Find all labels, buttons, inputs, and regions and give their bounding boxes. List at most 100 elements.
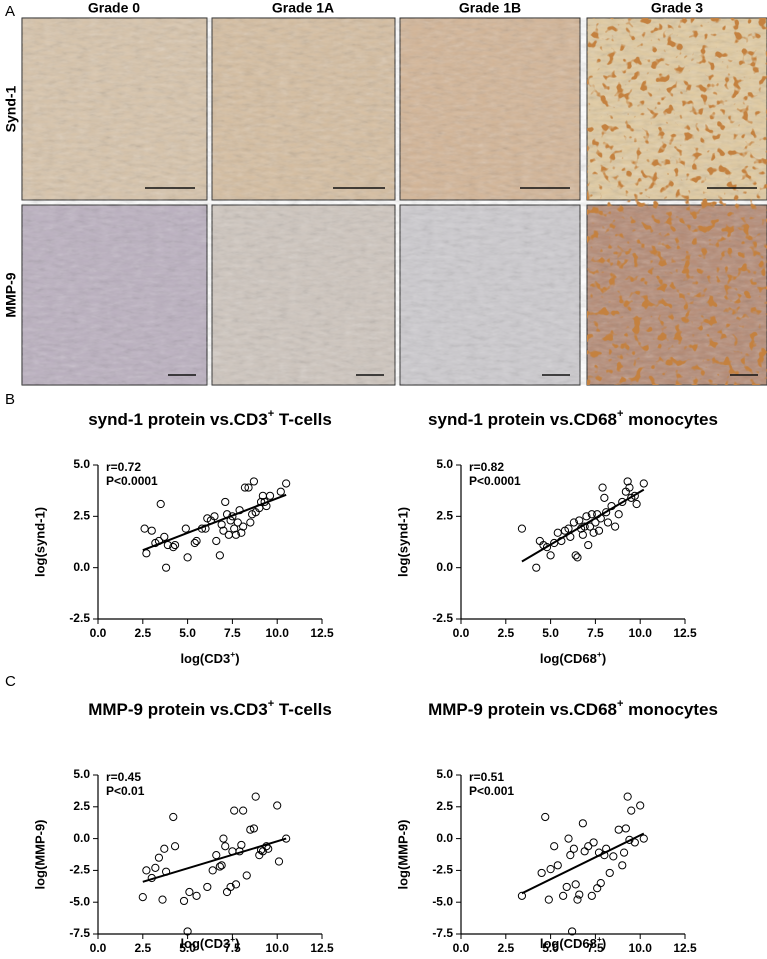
data-point: [619, 848, 629, 857]
y-tick-label: 2.5: [73, 799, 90, 813]
x-axis-label: log(CD68+): [540, 649, 606, 666]
y-tick-label: 2.5: [436, 799, 453, 813]
y-axis-label: log(synd-1): [395, 507, 410, 577]
micrographs: [21, 17, 767, 386]
y-tick-label: -7.5: [69, 926, 90, 940]
data-point: [265, 491, 275, 500]
chart-title-rest: monocytes: [623, 410, 717, 429]
data-point: [568, 927, 577, 936]
data-point: [276, 487, 285, 496]
data-point: [578, 530, 587, 539]
stat-annotation: r=0.72: [106, 460, 141, 474]
data-point: [564, 834, 573, 843]
data-point: [221, 842, 230, 851]
panel-label: B: [5, 391, 15, 408]
y-tick-label: 2.5: [436, 509, 453, 523]
stat-annotation: P<0.001: [469, 784, 514, 798]
data-point: [222, 887, 232, 897]
data-point: [602, 508, 611, 517]
y-tick-label: -2.5: [432, 863, 453, 877]
data-point: [221, 497, 230, 507]
y-axis-label: log(synd-1): [32, 507, 47, 577]
data-point: [546, 551, 555, 560]
column-label: Grade 1B: [459, 0, 521, 16]
x-tick-label: 5.0: [542, 941, 559, 955]
y-tick-label: 0.0: [436, 560, 453, 574]
data-point: [594, 526, 604, 535]
data-point: [573, 553, 582, 562]
data-point: [589, 528, 598, 537]
data-point: [589, 838, 598, 847]
x-axis-label-rest: ): [235, 651, 239, 666]
data-point: [550, 842, 559, 851]
data-point: [217, 861, 226, 870]
scatter-chart: log(MMP-9) -7.5 -5.0 -2.5 0.0 2.5 5.0 0.0 2.5 5.0…: [395, 767, 697, 955]
x-tick-label: 12.5: [310, 626, 334, 640]
data-point: [244, 483, 253, 492]
data-point: [170, 540, 180, 550]
data-point: [603, 518, 613, 527]
data-point: [203, 514, 212, 523]
y-tick-label: -7.5: [432, 926, 453, 940]
fit-line: [521, 488, 645, 563]
stat-annotation: r=0.82: [469, 460, 504, 474]
column-label: Grade 1A: [272, 0, 334, 16]
data-point: [160, 532, 169, 541]
data-point: [154, 853, 164, 862]
chart-title-main: MMP-9 protein vs.CD68: [428, 700, 617, 719]
data-point: [230, 806, 239, 815]
fit-line: [142, 837, 287, 883]
x-tick-label: 2.5: [497, 941, 514, 955]
data-point: [553, 861, 562, 870]
data-point: [573, 895, 582, 904]
data-point: [273, 801, 282, 810]
data-point: [161, 563, 171, 572]
data-point: [587, 891, 596, 900]
data-point: [212, 851, 221, 860]
stat-annotation: P<0.01: [106, 784, 145, 798]
data-point: [569, 518, 578, 527]
x-tick-label: 0.0: [453, 626, 470, 640]
y-tick-label: 5.0: [436, 457, 453, 471]
data-point: [212, 536, 221, 546]
panel-label: C: [5, 673, 16, 690]
x-tick-label: 5.0: [179, 626, 196, 640]
scatter-chart: log(MMP-9) -7.5 -5.0 -2.5 0.0 2.5 5.0 0.0 2.5 5.0…: [32, 767, 334, 955]
x-tick-label: 0.0: [90, 626, 107, 640]
data-point: [636, 801, 645, 810]
data-point: [249, 824, 259, 833]
data-point: [621, 824, 630, 833]
data-point: [219, 834, 228, 843]
data-point: [571, 551, 580, 560]
y-tick-label: -5.0: [432, 894, 453, 908]
data-point: [156, 499, 165, 509]
data-point: [630, 491, 639, 500]
x-tick-label: 7.5: [224, 941, 241, 955]
y-tick-label: -2.5: [69, 863, 90, 877]
chart-title-rest: T-cells: [274, 700, 332, 719]
data-point: [147, 526, 156, 535]
data-point: [246, 825, 255, 834]
data-point: [605, 868, 614, 878]
chart-title-sup: +: [268, 698, 274, 710]
chart-title-rest: monocytes: [623, 700, 717, 719]
chart-title: MMP-9 protein vs.CD3+ T-cells: [88, 698, 332, 719]
data-point: [217, 520, 226, 529]
y-tick-label: 0.0: [436, 831, 453, 845]
chart-title: synd-1 protein vs.CD68+ monocytes: [428, 408, 718, 429]
x-axis-label-sup: +: [597, 649, 602, 659]
y-tick-label: -2.5: [69, 611, 90, 625]
x-axis-label: log(CD3+): [180, 934, 239, 951]
x-tick-label: 2.5: [134, 941, 151, 955]
data-point: [585, 522, 595, 531]
data-point: [226, 882, 235, 892]
data-point: [208, 866, 217, 875]
x-tick-label: 7.5: [587, 941, 604, 955]
data-point: [239, 522, 248, 531]
data-point: [282, 834, 291, 843]
data-point: [618, 861, 627, 870]
data-point: [614, 510, 623, 519]
x-axis-label-rest: ): [235, 936, 239, 951]
x-axis-label-sup: +: [230, 934, 235, 944]
data-point: [611, 522, 620, 531]
